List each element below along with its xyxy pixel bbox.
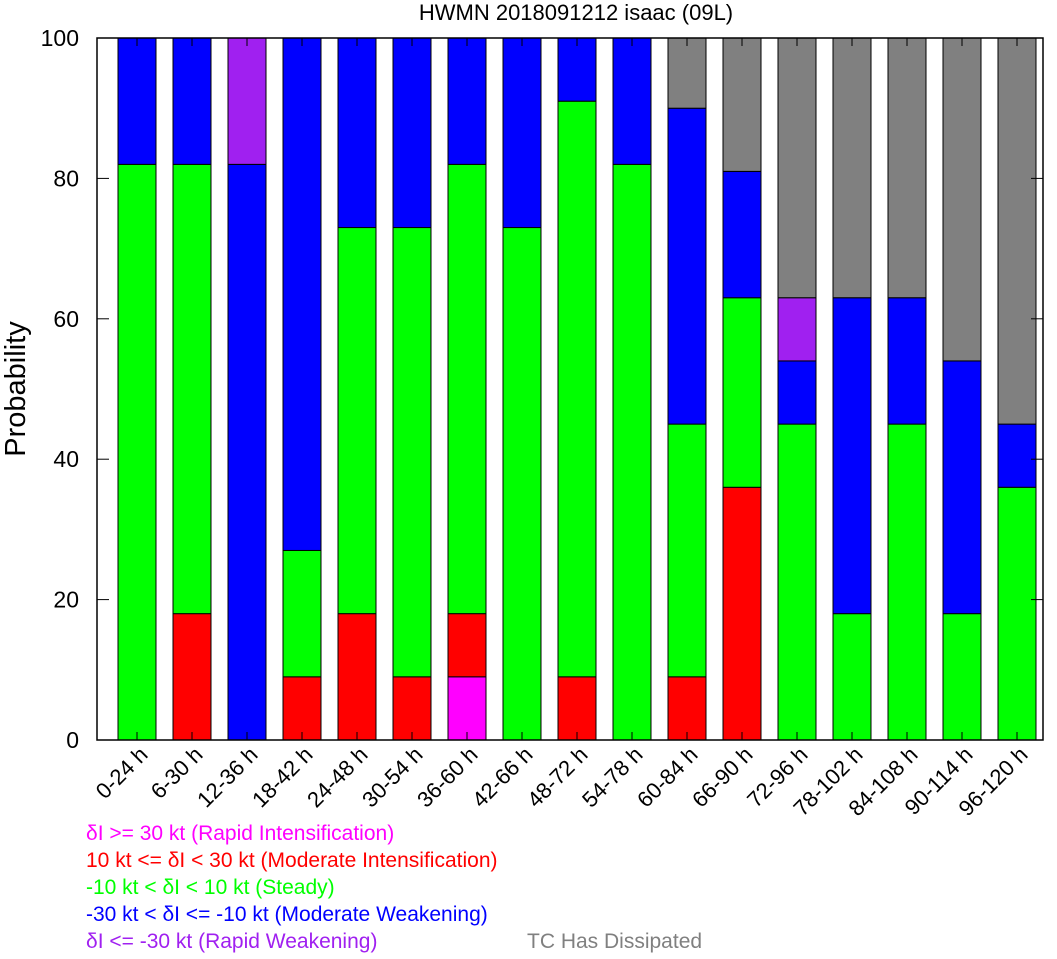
y-tick-label: 20 bbox=[53, 587, 79, 613]
bar-segment-60-84h-s2 bbox=[667, 423, 707, 678]
bar-segment-72-96h-s5 bbox=[777, 37, 817, 299]
bar-segment-60-84h-s3 bbox=[667, 107, 707, 425]
bar-segment-60-84h-s1 bbox=[667, 676, 707, 741]
y-axis-label: Probability bbox=[0, 321, 32, 457]
legend-moderate-intensification: 10 kt <= δI < 30 kt (Moderate Intensific… bbox=[86, 849, 498, 872]
x-tick-label: 48-72 h bbox=[522, 742, 592, 812]
bar-segment-24-48h-s1 bbox=[337, 613, 377, 741]
bar-segment-12-36h-s4 bbox=[227, 37, 267, 165]
x-tick-label: 42-66 h bbox=[467, 742, 537, 812]
x-tick-label: 60-84 h bbox=[632, 742, 702, 812]
x-tick-label: 0-24 h bbox=[91, 742, 153, 804]
bar-segment-96-120h-s3 bbox=[997, 423, 1037, 488]
bar-segment-6-30h-s3 bbox=[172, 37, 212, 165]
bar-segment-30-54h-s2 bbox=[392, 227, 432, 678]
x-tick-label: 18-42 h bbox=[247, 742, 317, 812]
x-tick-label: 24-48 h bbox=[302, 742, 372, 812]
bar-segment-18-42h-s3 bbox=[282, 37, 322, 551]
bar-segment-84-108h-s3 bbox=[887, 297, 927, 425]
bar-segment-78-102h-s3 bbox=[832, 297, 872, 615]
bar-segment-66-90h-s3 bbox=[722, 170, 762, 299]
y-tick-label: 40 bbox=[53, 446, 79, 472]
legend-dissipated: TC Has Dissipated bbox=[527, 930, 703, 953]
bar-segment-66-90h-s5 bbox=[722, 37, 762, 172]
legend-rapid-intensification: δI >= 30 kt (Rapid Intensification) bbox=[86, 822, 395, 845]
bar-segment-30-54h-s3 bbox=[392, 37, 432, 229]
y-tick-label: 80 bbox=[53, 165, 79, 191]
x-tick-label: 30-54 h bbox=[357, 742, 427, 812]
bar-segment-24-48h-s3 bbox=[337, 37, 377, 229]
x-tick-label: 66-90 h bbox=[687, 742, 757, 812]
bar-segment-84-108h-s5 bbox=[887, 37, 927, 299]
legend-moderate-weakening: -30 kt < δI <= -10 kt (Moderate Weakenin… bbox=[86, 903, 488, 926]
bar-segment-54-78h-s2 bbox=[612, 163, 652, 741]
legend-steady: -10 kt < δI < 10 kt (Steady) bbox=[86, 876, 335, 899]
stacked-bar-chart: HWMN 2018091212 isaac (09L) Probability … bbox=[0, 0, 1044, 821]
bar-segment-96-120h-s5 bbox=[997, 37, 1037, 425]
bars-group bbox=[117, 37, 1037, 741]
bar-segment-6-30h-s2 bbox=[172, 163, 212, 615]
y-tick-label: 60 bbox=[53, 306, 79, 332]
bar-segment-78-102h-s2 bbox=[832, 613, 872, 741]
bar-segment-18-42h-s2 bbox=[282, 549, 322, 678]
bar-segment-60-84h-s5 bbox=[667, 37, 707, 109]
bar-segment-36-60h-s3 bbox=[447, 37, 487, 165]
bar-segment-84-108h-s2 bbox=[887, 423, 927, 741]
x-tick-label: 54-78 h bbox=[577, 742, 647, 812]
bar-segment-96-120h-s2 bbox=[997, 486, 1037, 741]
y-tick-label: 100 bbox=[41, 25, 79, 51]
bar-segment-72-96h-s3 bbox=[777, 360, 817, 425]
bar-segment-90-114h-s5 bbox=[942, 37, 982, 362]
bar-segment-6-30h-s1 bbox=[172, 613, 212, 741]
bar-segment-0-24h-s3 bbox=[117, 37, 157, 165]
y-tick-label: 0 bbox=[66, 727, 79, 753]
bar-segment-42-66h-s3 bbox=[502, 37, 542, 229]
bar-segment-72-96h-s2 bbox=[777, 423, 817, 741]
bar-segment-36-60h-s1 bbox=[447, 613, 487, 678]
bar-segment-18-42h-s1 bbox=[282, 676, 322, 741]
bar-segment-48-72h-s3 bbox=[557, 37, 597, 102]
bar-segment-48-72h-s1 bbox=[557, 676, 597, 741]
bar-segment-90-114h-s3 bbox=[942, 360, 982, 615]
plot-frame bbox=[96, 37, 1044, 741]
chart-title: HWMN 2018091212 isaac (09L) bbox=[419, 0, 733, 25]
bar-segment-66-90h-s1 bbox=[722, 486, 762, 741]
bar-segment-0-24h-s2 bbox=[117, 163, 157, 741]
legend-rapid-weakening: δI <= -30 kt (Rapid Weakening) bbox=[86, 930, 378, 953]
bar-segment-12-36h-s3 bbox=[227, 163, 267, 741]
bar-segment-48-72h-s2 bbox=[557, 100, 597, 678]
bar-segment-24-48h-s2 bbox=[337, 227, 377, 615]
bar-segment-54-78h-s3 bbox=[612, 37, 652, 165]
bar-segment-36-60h-s2 bbox=[447, 163, 487, 615]
x-tick-label: 12-36 h bbox=[192, 742, 262, 812]
x-tick-label: 36-60 h bbox=[412, 742, 482, 812]
bar-segment-30-54h-s1 bbox=[392, 676, 432, 741]
bar-segment-66-90h-s2 bbox=[722, 297, 762, 488]
bar-segment-78-102h-s5 bbox=[832, 37, 872, 299]
bar-segment-42-66h-s2 bbox=[502, 227, 542, 741]
bar-segment-36-60h-s0 bbox=[447, 676, 487, 741]
bar-segment-90-114h-s2 bbox=[942, 613, 982, 741]
bar-segment-72-96h-s4 bbox=[777, 297, 817, 362]
